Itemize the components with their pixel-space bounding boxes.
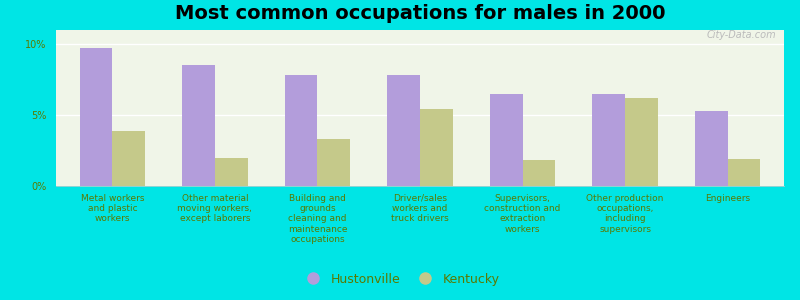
Bar (694, 111, 728, 186)
Title: Most common occupations for males in 2000: Most common occupations for males in 200… (174, 4, 666, 23)
Bar (215, 158, 248, 186)
Bar (625, 98, 658, 186)
Bar (182, 65, 215, 186)
Bar (79, 48, 112, 186)
Legend: Hustonville, Kentucky: Hustonville, Kentucky (295, 268, 505, 291)
Bar (522, 160, 555, 186)
Bar (728, 159, 761, 186)
Bar (387, 75, 420, 186)
Bar (112, 131, 146, 186)
Bar (318, 139, 350, 186)
Bar (592, 94, 625, 186)
Text: City-Data.com: City-Data.com (706, 30, 776, 40)
Bar (420, 110, 453, 186)
Bar (490, 94, 522, 186)
Bar (285, 75, 318, 186)
